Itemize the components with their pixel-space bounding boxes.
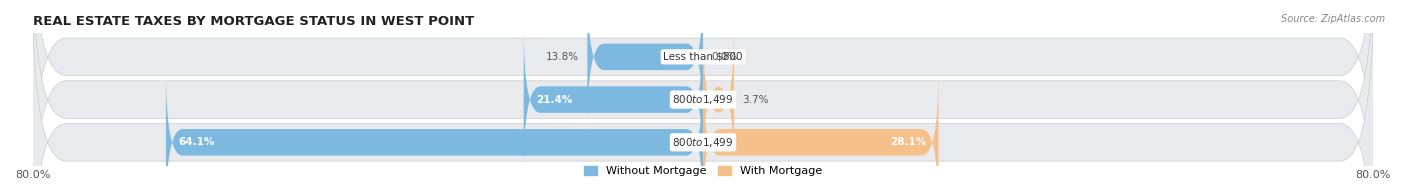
FancyBboxPatch shape <box>32 0 1374 195</box>
Text: 13.8%: 13.8% <box>546 52 579 62</box>
FancyBboxPatch shape <box>703 70 938 195</box>
Text: 64.1%: 64.1% <box>179 137 215 147</box>
Text: 0.0%: 0.0% <box>711 52 738 62</box>
FancyBboxPatch shape <box>588 0 703 129</box>
Text: REAL ESTATE TAXES BY MORTGAGE STATUS IN WEST POINT: REAL ESTATE TAXES BY MORTGAGE STATUS IN … <box>32 15 474 28</box>
FancyBboxPatch shape <box>32 0 1374 195</box>
Legend: Without Mortgage, With Mortgage: Without Mortgage, With Mortgage <box>583 166 823 176</box>
Text: Source: ZipAtlas.com: Source: ZipAtlas.com <box>1281 14 1385 24</box>
FancyBboxPatch shape <box>523 27 703 172</box>
Text: 28.1%: 28.1% <box>890 137 927 147</box>
FancyBboxPatch shape <box>703 27 734 172</box>
FancyBboxPatch shape <box>166 70 703 195</box>
Text: $800 to $1,499: $800 to $1,499 <box>672 136 734 149</box>
Text: Less than $800: Less than $800 <box>664 52 742 62</box>
Text: 3.7%: 3.7% <box>742 95 769 105</box>
FancyBboxPatch shape <box>32 0 1374 195</box>
Text: $800 to $1,499: $800 to $1,499 <box>672 93 734 106</box>
Text: 21.4%: 21.4% <box>536 95 572 105</box>
